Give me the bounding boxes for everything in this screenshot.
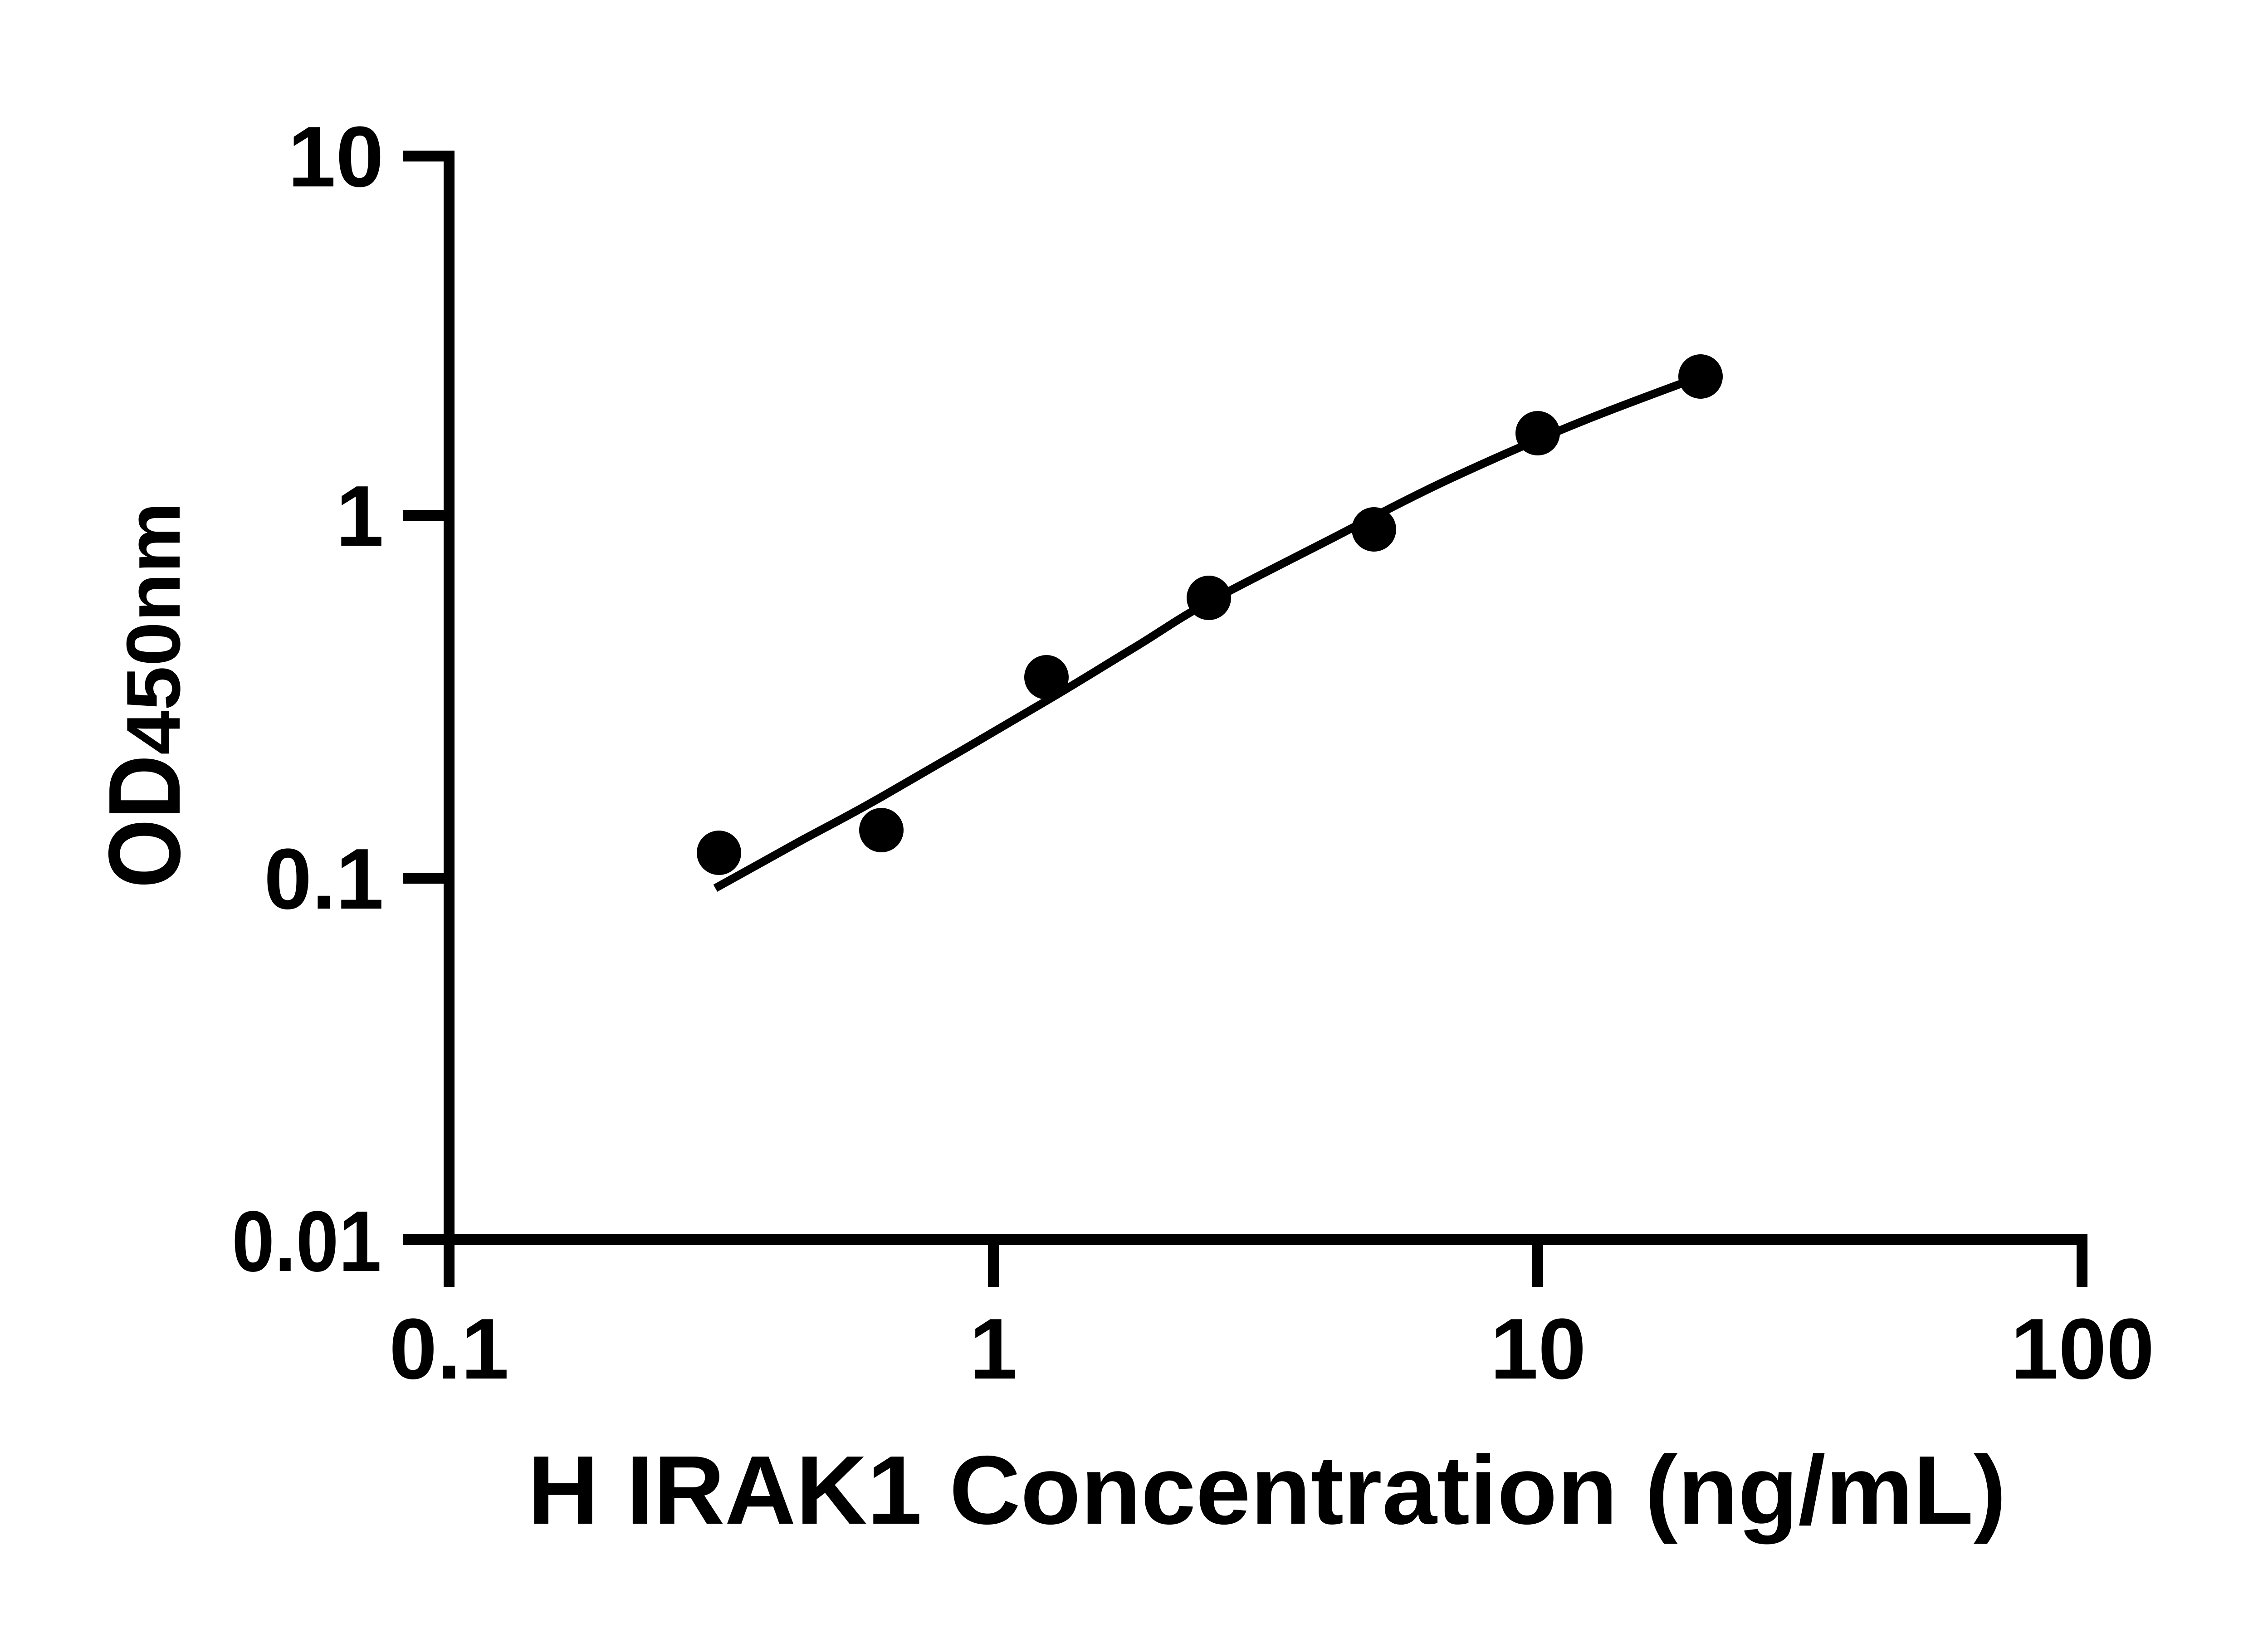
svg-text:10: 10 bbox=[1490, 1301, 1586, 1397]
svg-text:0.1: 0.1 bbox=[389, 1301, 509, 1397]
svg-text:0.01: 0.01 bbox=[232, 1193, 381, 1290]
svg-text:10: 10 bbox=[288, 109, 384, 205]
svg-text:1: 1 bbox=[336, 468, 384, 564]
svg-text:0.1: 0.1 bbox=[264, 831, 384, 927]
svg-text:H IRAK1 Concentration (ng/mL): H IRAK1 Concentration (ng/mL) bbox=[528, 1435, 2006, 1545]
svg-text:100: 100 bbox=[2010, 1301, 2154, 1397]
svg-text:450nm: 450nm bbox=[111, 502, 196, 755]
svg-text:1: 1 bbox=[969, 1301, 1017, 1397]
svg-text:OD: OD bbox=[87, 755, 201, 888]
